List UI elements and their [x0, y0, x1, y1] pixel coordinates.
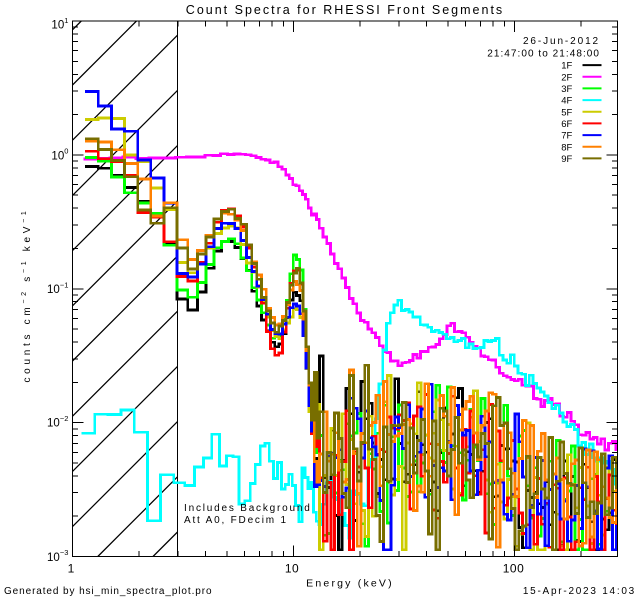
svg-text:5F: 5F	[561, 107, 572, 118]
svg-text:101: 101	[51, 16, 68, 32]
svg-text:Includes Background: Includes Background	[184, 503, 312, 514]
svg-text:4F: 4F	[561, 96, 572, 107]
svg-text:1F: 1F	[561, 61, 572, 72]
svg-text:21:47:00 to 21:48:00: 21:47:00 to 21:48:00	[487, 49, 600, 60]
svg-text:1: 1	[68, 562, 75, 576]
svg-text:8F: 8F	[561, 142, 572, 153]
svg-text:counts cm−2 s−1 keV−1: counts cm−2 s−1 keV−1	[21, 207, 33, 382]
svg-text:3F: 3F	[561, 84, 572, 95]
svg-text:2F: 2F	[561, 72, 572, 83]
svg-text:Energy (keV): Energy (keV)	[306, 578, 394, 590]
svg-text:6F: 6F	[561, 119, 572, 130]
svg-text:Count Spectra for RHESSI Front: Count Spectra for RHESSI Front Segments	[186, 3, 504, 17]
svg-text:15-Apr-2023 14:03: 15-Apr-2023 14:03	[523, 586, 636, 597]
svg-text:7F: 7F	[561, 131, 572, 142]
svg-text:10: 10	[285, 562, 299, 576]
svg-text:9F: 9F	[561, 154, 572, 165]
svg-text:26-Jun-2012: 26-Jun-2012	[523, 36, 600, 47]
svg-text:Generated by hsi_min_spectra_p: Generated by hsi_min_spectra_plot.pro	[4, 586, 212, 597]
svg-text:100: 100	[51, 147, 68, 163]
svg-text:100: 100	[503, 562, 525, 576]
svg-text:Att A0, FDecim 1: Att A0, FDecim 1	[184, 515, 288, 526]
